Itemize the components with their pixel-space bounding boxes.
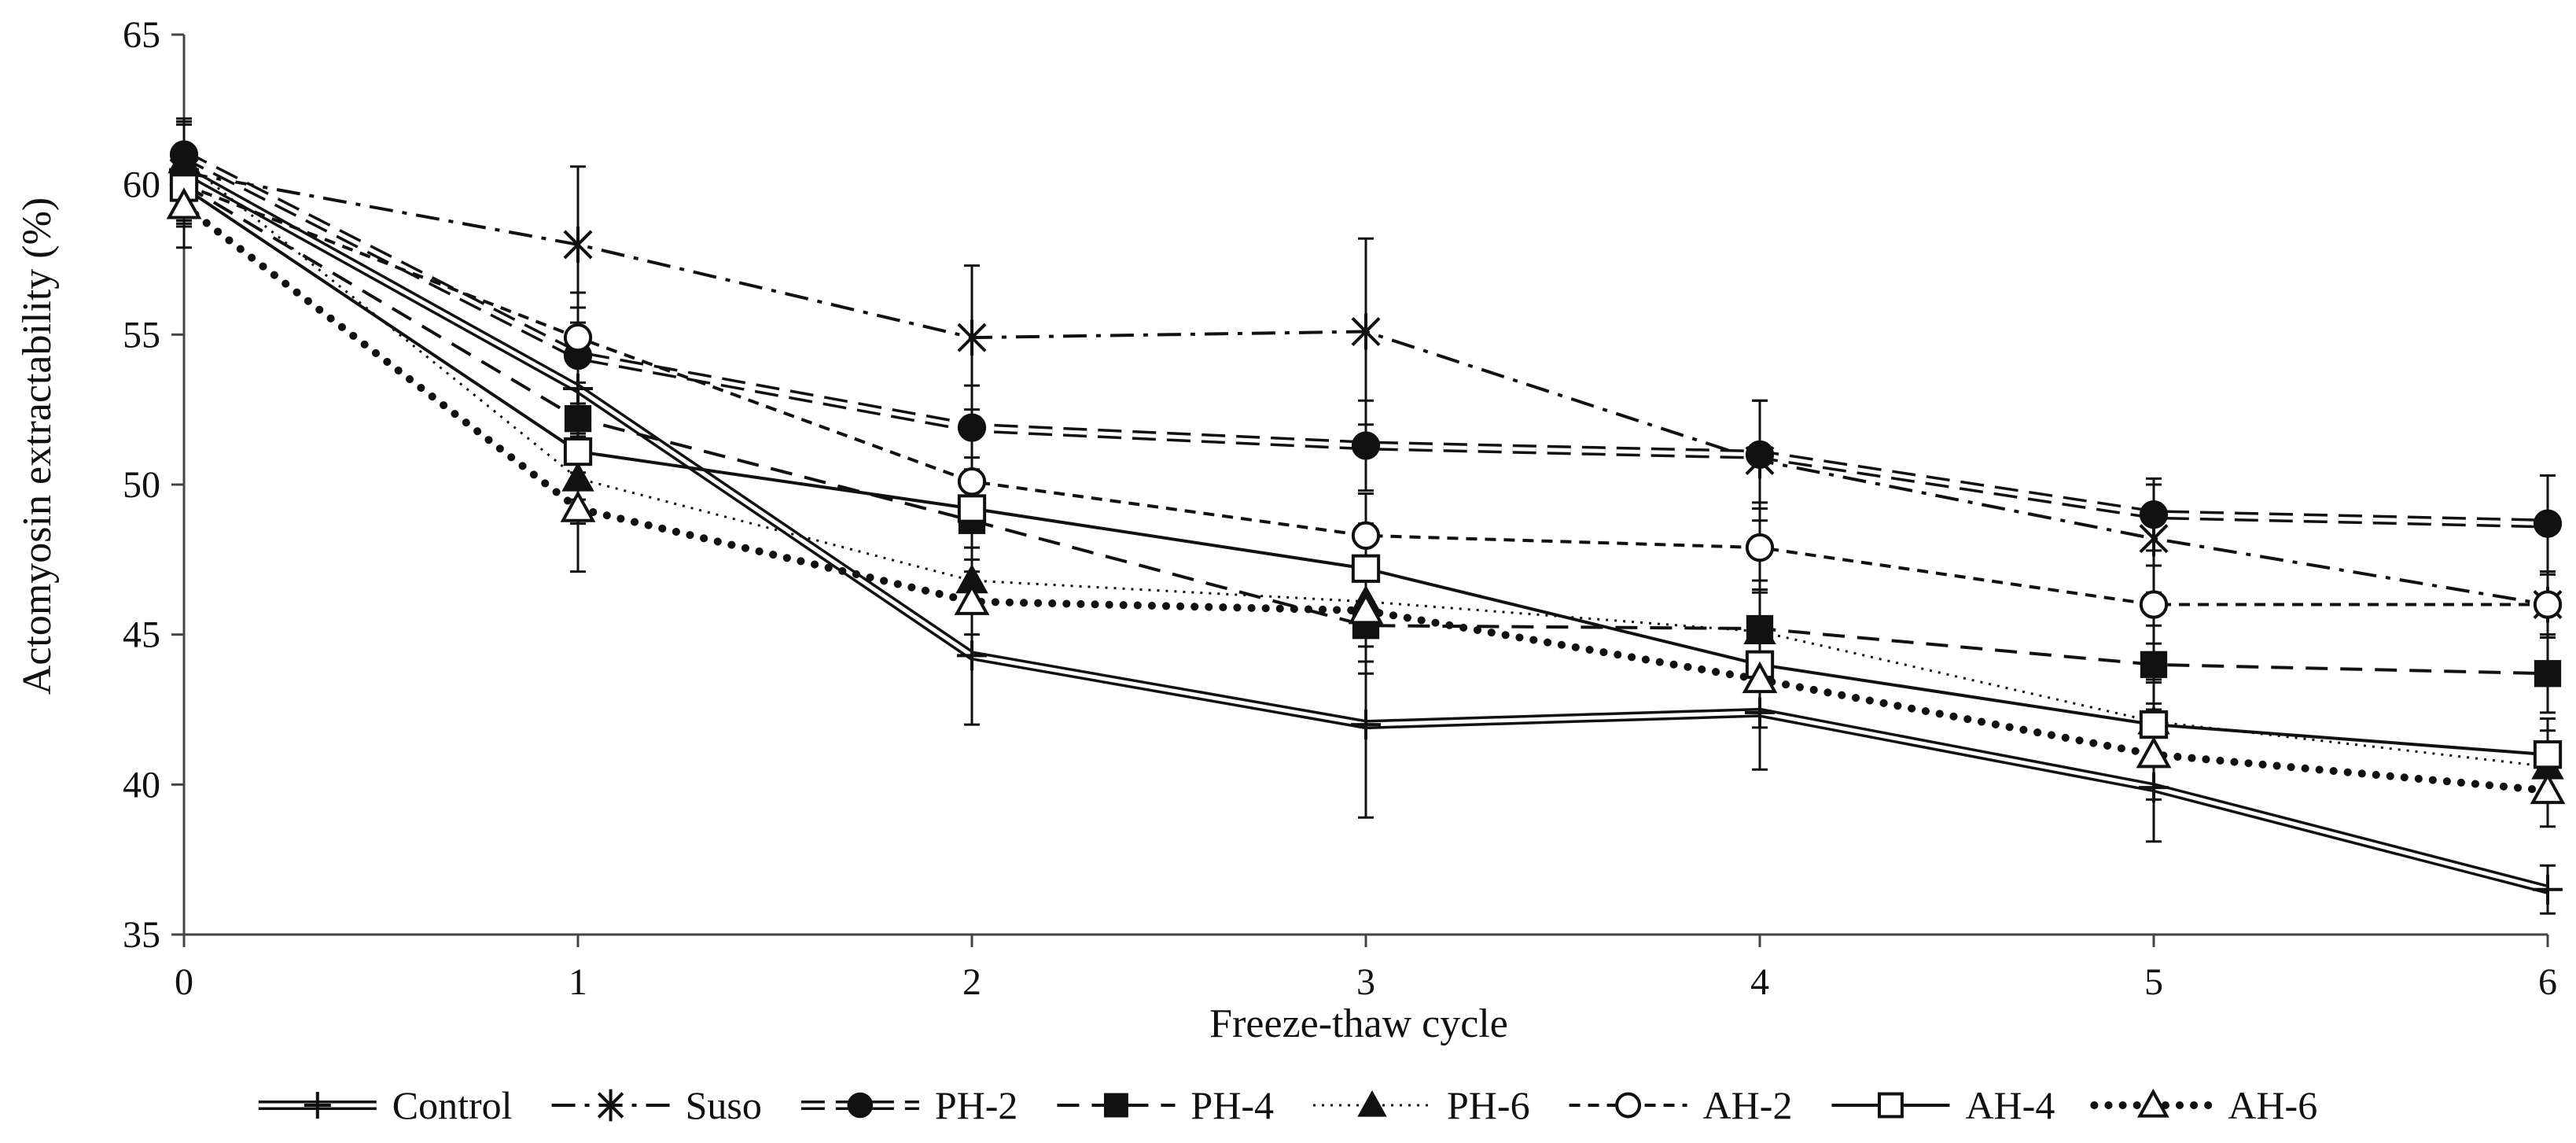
y-tick-label: 50 bbox=[123, 464, 160, 506]
x-tick-label: 3 bbox=[1356, 961, 1375, 1003]
data-point-suso bbox=[957, 319, 987, 356]
legend-label-ah-2: AH-2 bbox=[1703, 1083, 1793, 1127]
data-point-ah-6 bbox=[2530, 772, 2566, 805]
legend-marker-ah-4 bbox=[1878, 1092, 1904, 1119]
data-point-ah-2 bbox=[957, 467, 987, 496]
legend-marker-ph-6 bbox=[1357, 1090, 1387, 1117]
legend-marker-control bbox=[304, 1092, 331, 1119]
data-point-ph-4 bbox=[564, 404, 592, 433]
legend-marker-ah-2 bbox=[1615, 1092, 1642, 1119]
data-point-control bbox=[2139, 772, 2169, 803]
data-point-control bbox=[1351, 710, 1381, 740]
data-point-suso bbox=[1351, 313, 1381, 350]
x-tick-label: 6 bbox=[2538, 961, 2557, 1003]
data-point-ph-2 bbox=[957, 413, 987, 442]
data-point-ah-4 bbox=[957, 494, 987, 523]
legend-label-ah-4: AH-4 bbox=[1965, 1083, 2055, 1127]
y-tick-label: 65 bbox=[123, 14, 160, 56]
legend-marker-ph-2 bbox=[847, 1092, 874, 1119]
legend-item-control: Control bbox=[258, 1083, 513, 1127]
data-point-control bbox=[957, 640, 987, 671]
data-point-ah-2 bbox=[1351, 521, 1381, 550]
legend-item-ph-6: PH-6 bbox=[1313, 1083, 1530, 1127]
data-point-suso bbox=[563, 227, 593, 263]
data-point-ph-6 bbox=[1743, 614, 1776, 645]
legend-label-suso: Suso bbox=[686, 1083, 762, 1127]
data-point-ah-6 bbox=[954, 583, 990, 615]
legend-label-control: Control bbox=[392, 1083, 513, 1127]
data-point-ah-6 bbox=[166, 187, 202, 219]
data-point-ah-2 bbox=[1745, 533, 1775, 562]
legend-label-ph-6: PH-6 bbox=[1447, 1083, 1530, 1127]
data-point-ph-2 bbox=[2533, 509, 2563, 538]
y-tick-label: 35 bbox=[123, 914, 160, 956]
data-point-ah-6 bbox=[1348, 592, 1384, 625]
data-point-control bbox=[2533, 874, 2563, 905]
y-tick-label: 55 bbox=[123, 314, 160, 356]
data-point-ph-2 bbox=[1745, 440, 1775, 469]
data-point-ah-6 bbox=[560, 490, 596, 522]
data-point-ah-6 bbox=[2136, 736, 2172, 769]
legend-item-ph-2: PH-2 bbox=[800, 1083, 1018, 1127]
x-tick-label: 4 bbox=[1750, 961, 1769, 1003]
legend-item-suso: Suso bbox=[551, 1083, 762, 1127]
data-point-ph-4 bbox=[2140, 651, 2168, 678]
data-point-control bbox=[1745, 697, 1775, 728]
data-point-ph-4 bbox=[2534, 660, 2562, 688]
y-tick-label: 45 bbox=[123, 614, 160, 656]
x-tick-label: 0 bbox=[175, 961, 193, 1003]
data-point-ah-2 bbox=[2533, 590, 2563, 619]
data-point-ph-2 bbox=[1351, 431, 1381, 460]
data-point-ah-4 bbox=[2139, 710, 2169, 739]
data-point-ah-6 bbox=[1742, 661, 1778, 694]
data-point-ah-2 bbox=[2139, 590, 2169, 619]
legend-label-ph-4: PH-4 bbox=[1190, 1083, 1274, 1127]
legend-label-ah-6: AH-6 bbox=[2228, 1083, 2317, 1127]
legend-item-ph-4: PH-4 bbox=[1057, 1083, 1274, 1127]
x-axis-title: Freeze-thaw cycle bbox=[1209, 1001, 1508, 1046]
x-tick-label: 1 bbox=[569, 961, 587, 1003]
y-tick-label: 60 bbox=[123, 164, 160, 206]
legend-marker-ah-6 bbox=[2136, 1088, 2169, 1118]
legend-item-ah-6: AH-6 bbox=[2090, 1083, 2317, 1127]
data-point-control bbox=[563, 373, 593, 404]
x-tick-label: 5 bbox=[2144, 961, 2163, 1003]
legend-item-ah-2: AH-2 bbox=[1569, 1083, 1793, 1127]
x-tick-label: 2 bbox=[962, 961, 981, 1003]
series-markers bbox=[166, 140, 2566, 905]
y-tick-label: 40 bbox=[123, 764, 160, 806]
data-point-ah-4 bbox=[1351, 554, 1381, 583]
legend-marker-ph-4 bbox=[1103, 1093, 1128, 1118]
data-point-ah-4 bbox=[563, 437, 593, 466]
data-point-ph-2 bbox=[2139, 500, 2169, 529]
legend-label-ph-2: PH-2 bbox=[935, 1083, 1018, 1127]
legend: Control Suso PH-2 PH-4 PH-6 AH-2 AH-4 AH-6 bbox=[258, 1083, 2317, 1127]
y-axis-title: Actomyosin extractability (%) bbox=[15, 197, 60, 695]
legend-item-ah-4: AH-4 bbox=[1831, 1083, 2055, 1127]
data-point-ah-4 bbox=[2533, 740, 2563, 769]
data-point-ah-2 bbox=[563, 323, 593, 352]
legend-marker-suso bbox=[597, 1089, 624, 1122]
data-point-ph-6 bbox=[561, 462, 594, 492]
